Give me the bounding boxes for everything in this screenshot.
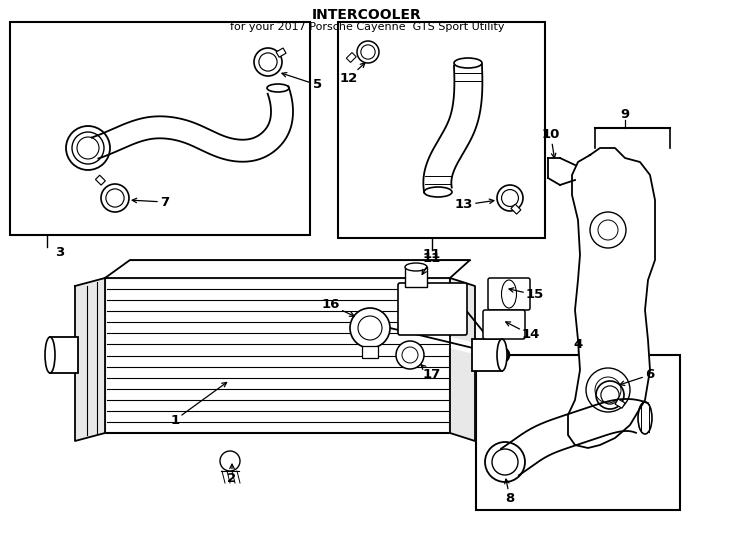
Text: 11: 11 (422, 252, 441, 274)
Bar (50, 337, 78, 373)
Text: 4: 4 (573, 339, 583, 352)
Polygon shape (501, 399, 648, 475)
Bar (10, 22, 310, 235)
Text: 11: 11 (423, 248, 441, 261)
Text: 13: 13 (454, 199, 494, 212)
Ellipse shape (405, 263, 427, 271)
Polygon shape (424, 64, 482, 192)
Polygon shape (450, 278, 475, 441)
Text: 7: 7 (132, 195, 169, 208)
Text: 15: 15 (509, 288, 544, 301)
Text: 16: 16 (321, 299, 355, 316)
Polygon shape (105, 260, 470, 278)
FancyBboxPatch shape (488, 278, 530, 310)
Text: 17: 17 (421, 365, 441, 381)
Bar (405, 267, 427, 287)
Text: 9: 9 (620, 109, 630, 122)
FancyBboxPatch shape (398, 283, 467, 335)
Bar (276, 48, 286, 57)
Ellipse shape (497, 339, 507, 371)
Bar (95, 175, 106, 185)
Text: 12: 12 (340, 63, 365, 84)
Bar (476, 355, 680, 510)
Bar (472, 339, 502, 371)
Ellipse shape (45, 337, 55, 373)
Text: 6: 6 (620, 368, 654, 386)
Text: 5: 5 (282, 72, 322, 91)
Text: 3: 3 (55, 246, 65, 259)
Text: 8: 8 (505, 479, 515, 504)
Circle shape (350, 308, 390, 348)
Polygon shape (75, 278, 105, 441)
Polygon shape (92, 86, 293, 162)
Text: 10: 10 (542, 129, 560, 158)
Bar (338, 22, 545, 238)
Bar (362, 346, 378, 358)
Polygon shape (568, 148, 655, 448)
Text: 1: 1 (170, 382, 227, 427)
Circle shape (220, 451, 240, 471)
Bar (615, 399, 625, 408)
Text: 14: 14 (506, 322, 540, 341)
Bar (105, 278, 450, 433)
Text: for your 2017 Porsche Cayenne  GTS Sport Utility: for your 2017 Porsche Cayenne GTS Sport … (230, 22, 504, 32)
Bar (511, 204, 521, 214)
Text: INTERCOOLER: INTERCOOLER (312, 8, 422, 22)
FancyBboxPatch shape (483, 310, 525, 339)
Circle shape (396, 341, 424, 369)
Bar (346, 52, 356, 63)
Text: 2: 2 (228, 464, 236, 484)
